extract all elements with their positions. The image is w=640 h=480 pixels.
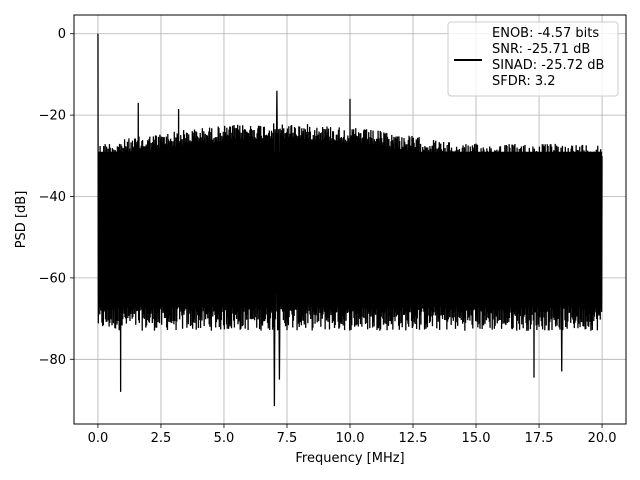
y-tick-label: −40 [39, 190, 66, 205]
legend-entry-line: SINAD: -25.72 dB [492, 58, 604, 73]
x-tick-label: 15.0 [462, 431, 491, 446]
axis-ticks: 0.0 2.5 5.0 7.5 10.0 12.5 15.0 17.5 20.0 0 −20 −40 −… [39, 27, 617, 446]
y-tick-label: −80 [39, 353, 66, 368]
x-tick-label: 5.0 [214, 431, 235, 446]
y-axis-label: PSD [dB] [14, 191, 29, 249]
x-axis-label: Frequency [MHz] [295, 451, 404, 466]
plot-area [97, 33, 603, 407]
legend-entry-line: SFDR: 3.2 [492, 74, 556, 89]
y-tick-label: −20 [39, 109, 66, 124]
y-tick-label: 0 [58, 27, 66, 42]
psd-dense-band [97, 151, 603, 295]
x-tick-label: 2.5 [151, 431, 172, 446]
y-tick-label: −60 [39, 271, 66, 286]
legend-entry-line: ENOB: -4.57 bits [492, 26, 599, 41]
x-tick-label: 7.5 [277, 431, 298, 446]
x-tick-label: 17.5 [525, 431, 554, 446]
x-tick-label: 10.0 [336, 431, 365, 446]
x-tick-label: 12.5 [399, 431, 428, 446]
legend-box [447, 21, 619, 97]
x-tick-label: 0.0 [88, 431, 109, 446]
legend-entry-line: SNR: -25.71 dB [492, 42, 590, 57]
x-tick-label: 20.0 [588, 431, 617, 446]
